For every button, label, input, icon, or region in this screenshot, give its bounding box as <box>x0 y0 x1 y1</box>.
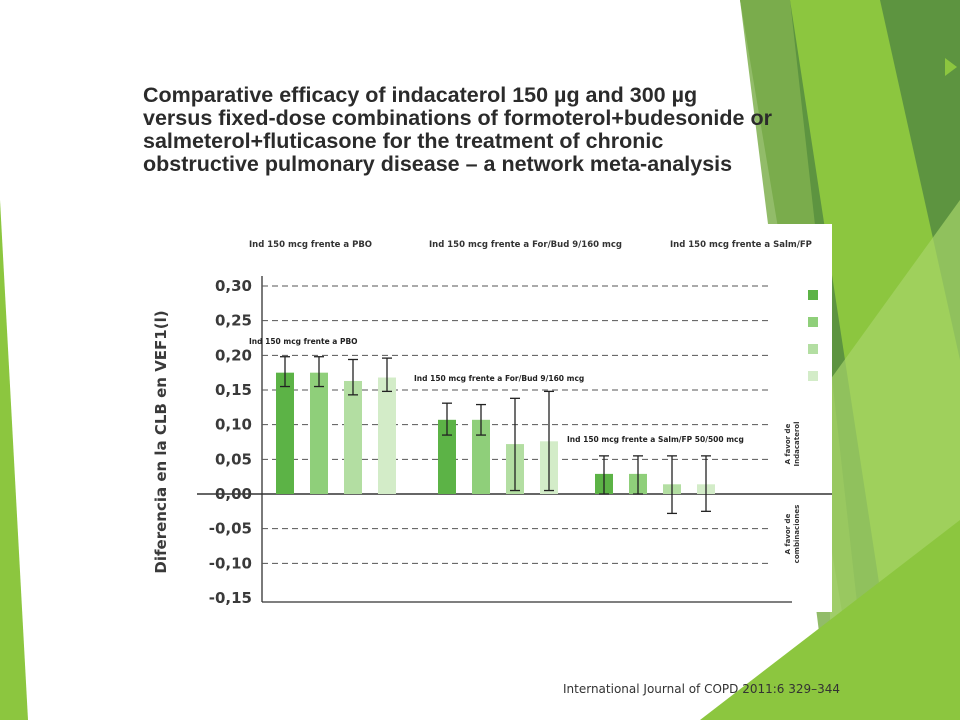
legend-swatch <box>808 371 818 381</box>
y-tick-label: -0,15 <box>209 589 252 607</box>
title-line: versus fixed-dose combinations of formot… <box>143 106 772 130</box>
bar <box>378 377 396 494</box>
bar <box>276 372 294 494</box>
side-label: A favor de <box>784 423 792 464</box>
title-line: obstructive pulmonary disease – a networ… <box>143 152 733 176</box>
y-tick-label: 0,25 <box>215 312 252 330</box>
citation: International Journal of COPD 2011:6 329… <box>563 682 841 696</box>
bar-chart: 0,30 0,25 0,20 0,15 0,10 0,05 0,00 -0,05 -0,10 -0… <box>152 240 832 607</box>
y-tick-label: 0,20 <box>215 346 252 364</box>
slide-title: Comparative efficacy of indacaterol 150 … <box>143 84 843 176</box>
legend-swatch <box>808 344 818 354</box>
group-annotation: Ind 150 mcg frente a Salm/FP 50/500 mcg <box>567 435 744 444</box>
bar <box>438 419 456 494</box>
legend-swatch <box>808 290 818 300</box>
decor-bottom-right-triangle <box>700 520 960 720</box>
group-header: Ind 150 mcg frente a Salm/FP <box>670 240 812 250</box>
y-tick-label: -0,05 <box>209 520 252 538</box>
y-tick-label: 0,10 <box>215 416 252 434</box>
y-tick-label: 0,00 <box>215 485 252 503</box>
y-tick-label: 0,15 <box>215 381 252 399</box>
y-axis-label: Diferencia en la CLB en VEF1(l) <box>152 310 170 573</box>
y-tick-label: 0,05 <box>215 450 252 468</box>
decor-top-arrow <box>945 58 957 76</box>
legend-swatch <box>808 317 818 327</box>
group-header: Ind 150 mcg frente a PBO <box>249 240 372 250</box>
group-annotation: Ind 150 mcg frente a For/Bud 9/160 mcg <box>414 374 584 383</box>
chart-panel: 0,30 0,25 0,20 0,15 0,10 0,05 0,00 -0,05 -0,10 -0… <box>152 224 832 612</box>
side-label: Indacaterol <box>793 422 801 467</box>
side-label: A favor de <box>784 513 792 554</box>
title-line: Comparative efficacy of indacaterol 150 … <box>143 83 698 107</box>
y-tick-label: -0,10 <box>209 554 252 572</box>
group-header: Ind 150 mcg frente a For/Bud 9/160 mcg <box>429 240 622 250</box>
group-annotation: Ind 150 mcg frente a PBO <box>249 337 358 346</box>
y-tick-label: 0,30 <box>215 277 252 295</box>
title-line: salmeterol+fluticasone for the treatment… <box>143 129 664 153</box>
side-label: combinaciones <box>793 505 801 564</box>
bar <box>310 372 328 494</box>
bar <box>472 419 490 494</box>
bar <box>344 380 362 494</box>
decor-left-green-strip <box>0 200 28 720</box>
